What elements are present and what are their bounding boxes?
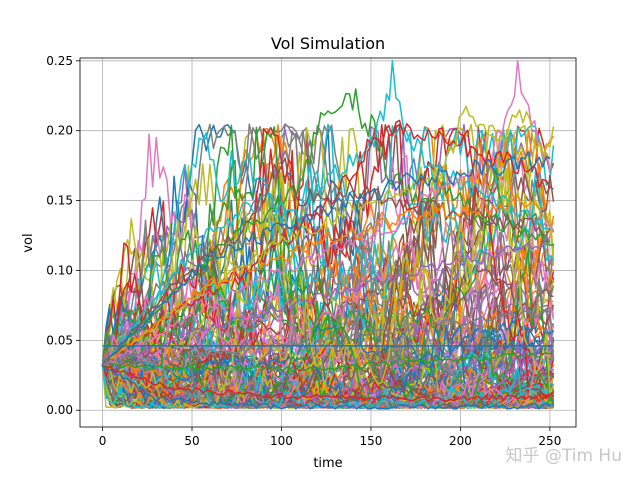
series-path-5 [101,105,551,366]
y-tick-label: 0.25 [46,54,73,68]
sim-path [102,342,555,409]
x-tick-label: 50 [184,434,199,448]
simulation-paths [101,123,555,409]
series-path-11 [102,351,551,372]
y-axis-label: vol [21,233,36,252]
series-path-7 [101,151,551,366]
watermark-text: 知乎 @Tim Hu [505,446,622,466]
series-path-1 [102,88,551,367]
axis-ticks: 0 50 100 150 200 250 0.00 0.05 0.10 0.15 0.20 0.25 [46,54,561,448]
series-path-9 [102,235,551,367]
y-tick-label: 0.20 [46,124,73,138]
y-tick-label: 0.00 [46,403,73,417]
sim-path [101,124,555,409]
sim-path [101,264,554,366]
y-tick-label: 0.10 [46,263,73,277]
sim-path [101,132,555,366]
sim-path [102,325,555,382]
x-tick-label: 100 [270,434,293,448]
y-tick-label: 0.15 [46,194,73,208]
series-path-3 [102,59,551,367]
series-path-12 [102,364,551,403]
x-tick-label: 0 [99,434,107,448]
chart-title: Vol Simulation [271,34,385,53]
x-tick-label: 200 [449,434,472,448]
sim-path [101,306,554,409]
sim-path [101,167,554,366]
sim-path [101,300,555,409]
series-path-13 [101,365,551,410]
sim-path [101,352,554,409]
plot-frame [79,57,577,428]
x-tick-label: 250 [538,434,561,448]
sim-path [101,219,555,409]
highlight-series [101,59,554,410]
series-path-8 [102,195,551,367]
series-path-4 [102,119,551,367]
sim-path [101,275,555,409]
sim-path [101,153,555,378]
sim-path [101,215,555,368]
x-tick-label: 150 [359,434,382,448]
x-axis-label: time [313,456,342,471]
y-tick-label: 0.05 [46,333,73,347]
series-path-10 [102,308,551,368]
